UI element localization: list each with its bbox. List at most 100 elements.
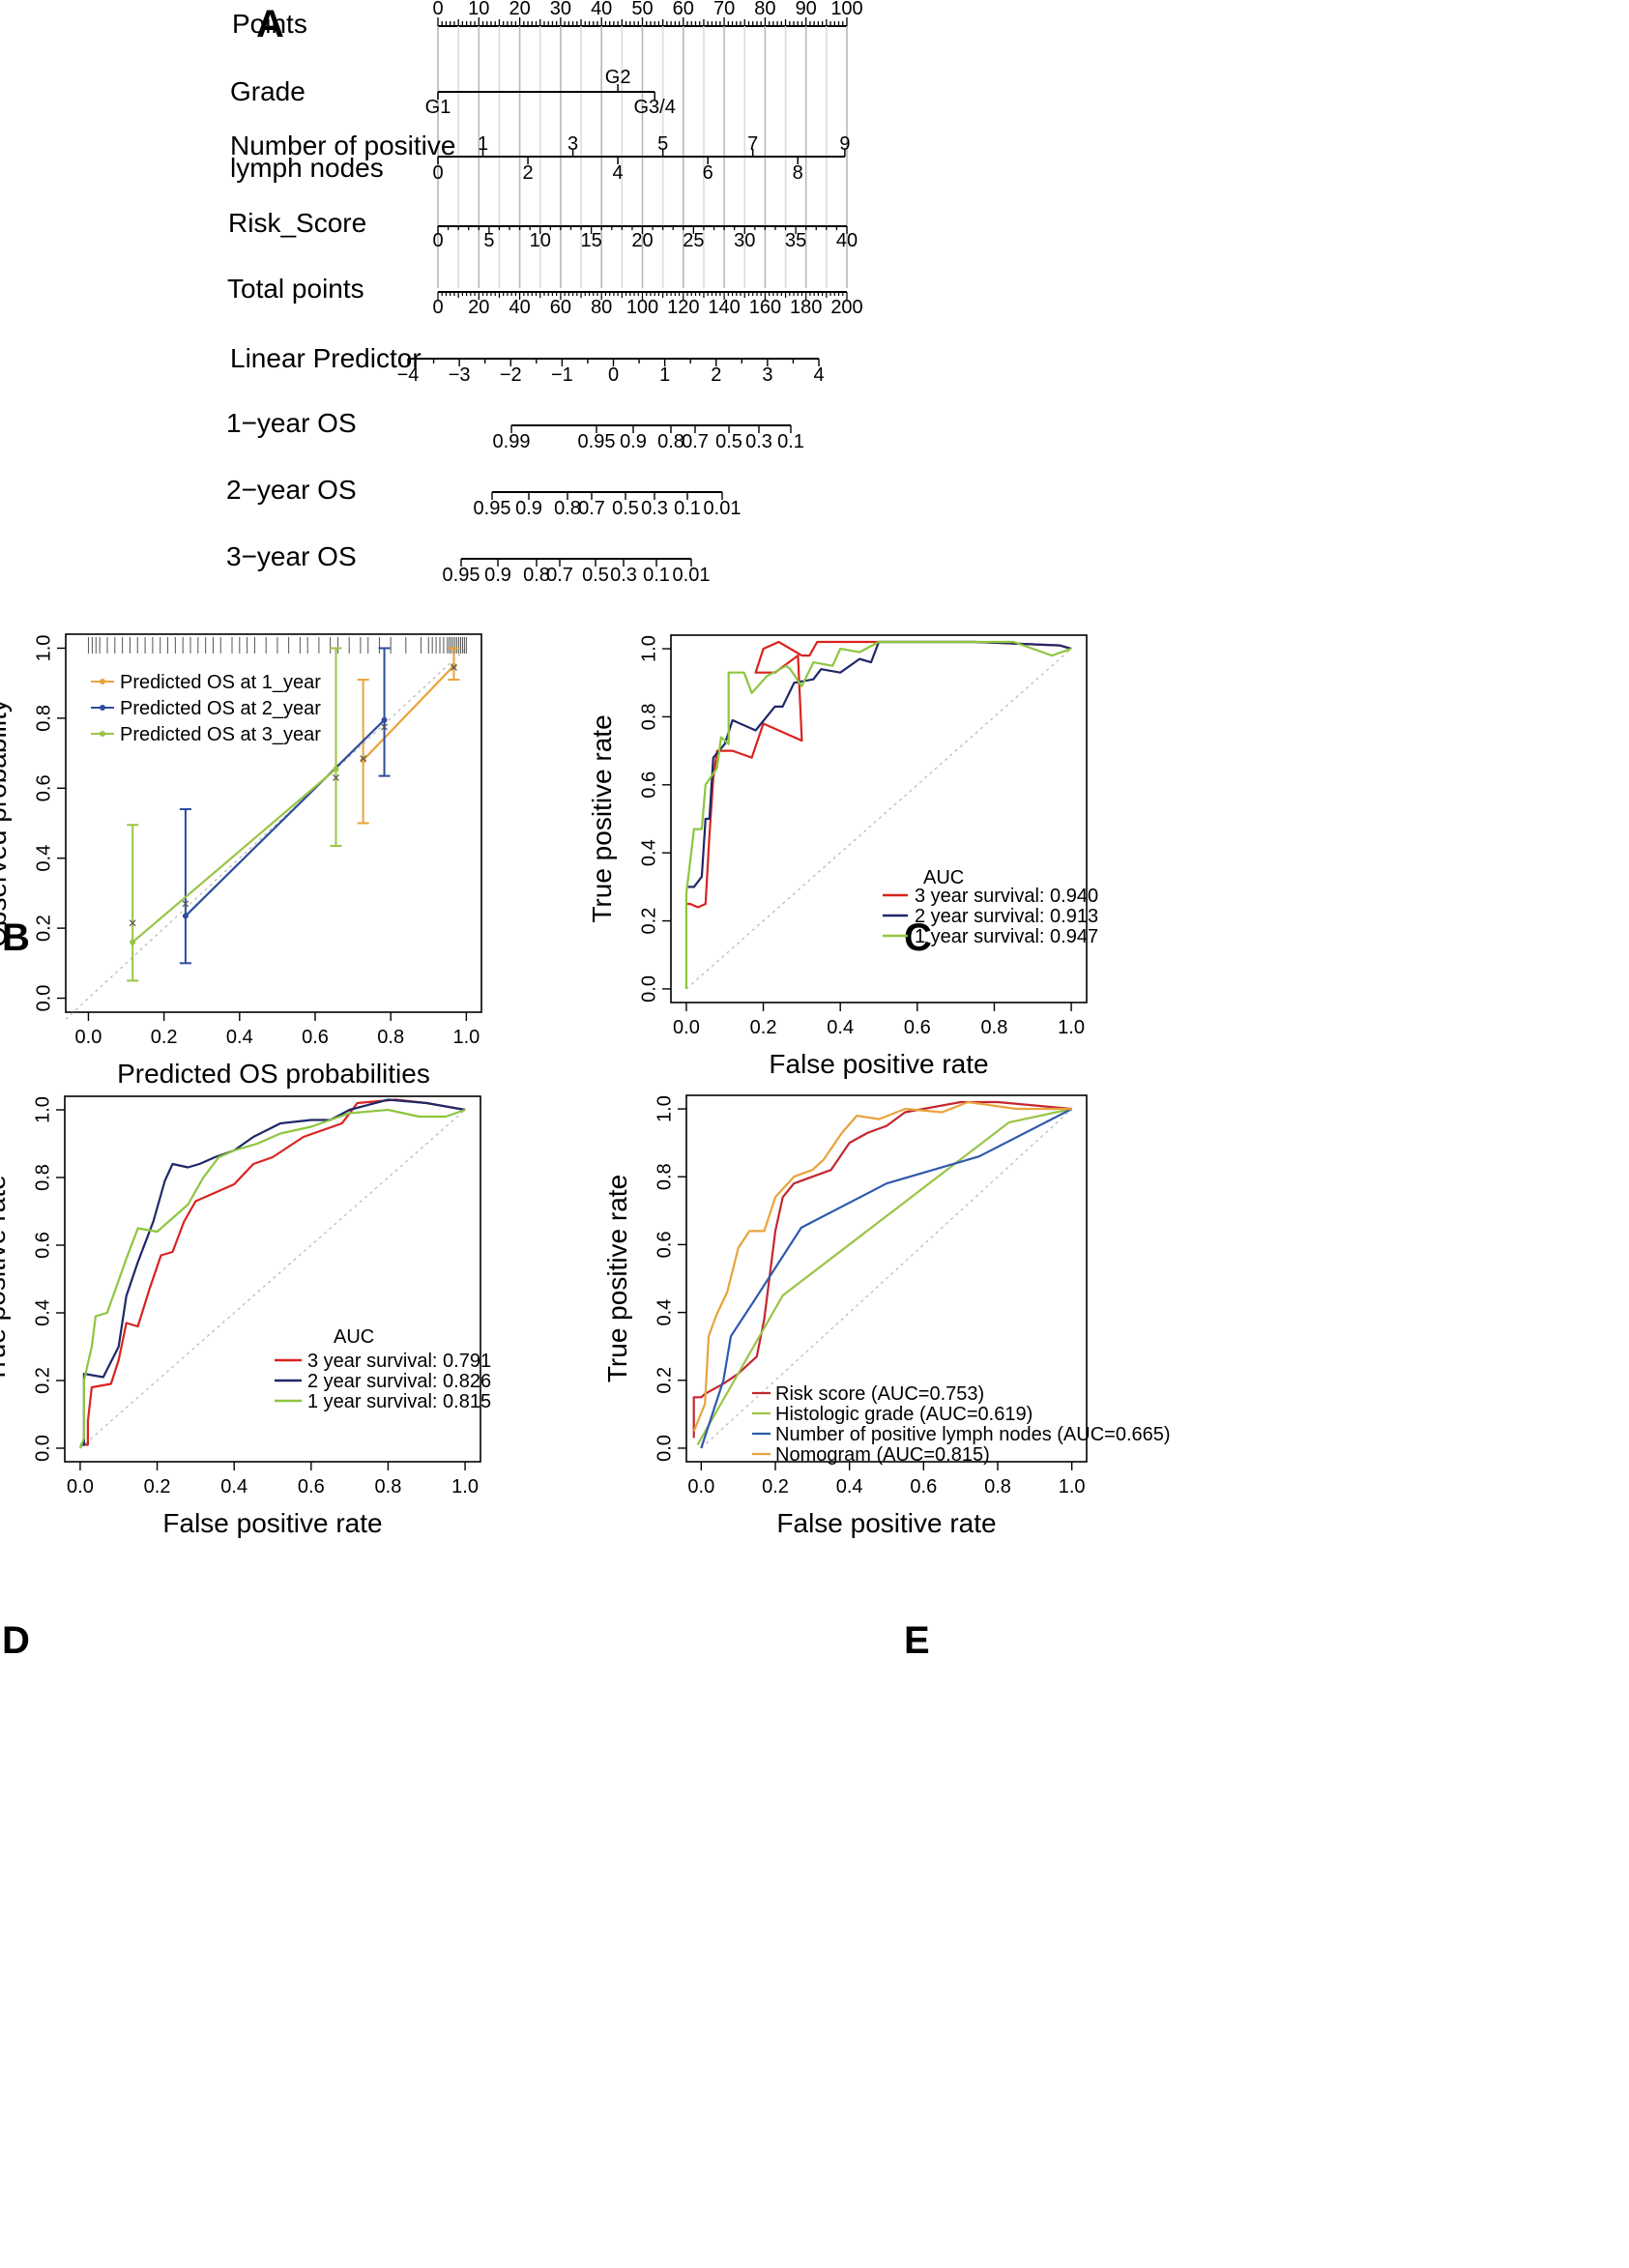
legend-point — [100, 679, 105, 684]
grade-label-g2: G2 — [605, 67, 631, 88]
y-tick-label: 0.2 — [654, 1367, 675, 1394]
x-axis-title: False positive rate — [776, 1508, 996, 1538]
panel-label-a: A — [256, 3, 284, 45]
legend-text: Histologic grade (AUC=0.619) — [775, 1404, 1033, 1425]
y-axis-title: Observed probability — [0, 699, 12, 947]
calibration-point — [182, 913, 189, 919]
lymph-label-even: 6 — [703, 162, 713, 184]
os-tick-label: 0.1 — [643, 565, 670, 586]
total-tick-label: 100 — [626, 297, 658, 318]
x-tick-label: 0.6 — [298, 1476, 325, 1497]
x-tick-label: 0.6 — [910, 1476, 937, 1497]
row-label-lymph-2: lymph nodes — [230, 153, 384, 183]
ideal-marker — [451, 663, 457, 671]
total-tick-label: 20 — [468, 297, 489, 318]
row-label-total: Total points — [227, 274, 364, 304]
os-tick-label: 0.3 — [610, 565, 637, 586]
os-tick-label: 0.9 — [620, 431, 647, 452]
x-tick-label: 0.8 — [984, 1476, 1011, 1497]
points-tick-label: 0 — [432, 0, 443, 19]
points-tick-label: 20 — [509, 0, 530, 19]
legend-point — [100, 705, 105, 711]
os-tick-label: 0.99 — [493, 431, 531, 452]
series-line — [684, 640, 1072, 989]
ideal-marker — [333, 774, 339, 781]
x-tick-label: 0.8 — [377, 1027, 404, 1048]
legend-title: AUC — [923, 867, 964, 888]
risk-tick-label: 10 — [530, 230, 551, 251]
y-tick-label: 1.0 — [654, 1095, 675, 1122]
os-tick-label: 0.8 — [554, 498, 581, 519]
os-tick-label: 0.7 — [578, 498, 605, 519]
reference-diagonal — [700, 1108, 1073, 1449]
lp-tick-label: −2 — [500, 364, 522, 386]
y-tick-label: 0.4 — [654, 1299, 675, 1326]
y-tick-label: 0.0 — [33, 985, 54, 1012]
panel-label-e: E — [904, 1619, 930, 1662]
lymph-label-even: 0 — [432, 162, 443, 184]
x-tick-label: 1.0 — [452, 1027, 480, 1048]
y-tick-label: 0.2 — [638, 908, 659, 935]
risk-tick-label: 5 — [483, 230, 494, 251]
calibration-point — [130, 939, 136, 945]
plot-frame — [65, 633, 482, 1013]
os-tick-label: 0.95 — [578, 431, 616, 452]
reference-diagonal — [79, 1109, 466, 1449]
x-tick-label: 0.8 — [375, 1476, 402, 1497]
lp-tick-label: 3 — [762, 364, 772, 386]
total-tick-label: 120 — [667, 297, 699, 318]
ideal-marker — [360, 755, 367, 762]
panel-label-b: B — [2, 916, 30, 959]
os-tick-label: 0.8 — [657, 431, 684, 452]
points-tick-label: 70 — [713, 0, 735, 19]
legend-text: Predicted OS at 1_year — [120, 672, 321, 693]
y-axis-title: True positive rate — [0, 1175, 11, 1382]
os-tick-label: 0.3 — [745, 431, 772, 452]
ideal-marker — [381, 723, 388, 731]
series-line — [696, 1107, 1072, 1446]
os-tick-label: 0.7 — [682, 431, 709, 452]
legend-text: Risk score (AUC=0.753) — [775, 1383, 984, 1405]
legend-text: Nomogram (AUC=0.815) — [775, 1444, 990, 1466]
lp-tick-label: −4 — [397, 364, 420, 386]
calibration-line — [185, 718, 386, 917]
calibration-line — [131, 768, 337, 944]
points-tick-label: 50 — [631, 0, 653, 19]
total-tick-label: 60 — [550, 297, 571, 318]
row-label-os3: 3−year OS — [226, 541, 357, 571]
x-tick-label: 0.0 — [687, 1476, 714, 1497]
calibration-point — [451, 662, 457, 669]
y-tick-label: 0.4 — [32, 1299, 53, 1326]
points-tick-label: 90 — [796, 0, 817, 19]
panel-label-c: C — [904, 916, 932, 959]
os-tick-label: 0.1 — [674, 498, 701, 519]
lp-tick-label: 1 — [659, 364, 670, 386]
x-tick-label: 1.0 — [1058, 1017, 1085, 1038]
risk-tick-label: 40 — [836, 230, 858, 251]
y-tick-label: 0.6 — [33, 774, 54, 801]
calibration-line — [362, 664, 455, 762]
points-tick-label: 40 — [591, 0, 612, 19]
plot-frame — [64, 1095, 481, 1463]
legend-text: Predicted OS at 2_year — [120, 698, 321, 719]
calibration-point — [381, 716, 388, 723]
os-tick-label: 0.9 — [484, 565, 511, 586]
lymph-label-odd: 7 — [747, 133, 758, 155]
total-tick-label: 40 — [509, 297, 530, 318]
os-tick-label: 0.7 — [546, 565, 573, 586]
x-tick-label: 0.4 — [827, 1017, 854, 1038]
y-tick-label: 0.4 — [638, 839, 659, 866]
x-tick-label: 0.0 — [67, 1476, 94, 1497]
x-tick-label: 1.0 — [451, 1476, 479, 1497]
os-tick-label: 0.95 — [474, 498, 511, 519]
os-tick-label: 0.95 — [443, 565, 480, 586]
os-tick-label: 0.5 — [582, 565, 609, 586]
legend-point — [100, 731, 105, 737]
x-tick-label: 0.0 — [75, 1027, 102, 1048]
row-label-lp: Linear Predictor — [230, 343, 422, 373]
lymph-label-odd: 9 — [839, 133, 850, 155]
legend-text: 3 year survival: 0.791 — [307, 1351, 491, 1372]
lp-tick-label: 4 — [813, 364, 824, 386]
roc-panel-e: 0.0 0.0 0.2 0.2 0.4 0.4 0.6 0.6 0.8 0.8 1.0 1.0 Fals… — [602, 1094, 1171, 1538]
